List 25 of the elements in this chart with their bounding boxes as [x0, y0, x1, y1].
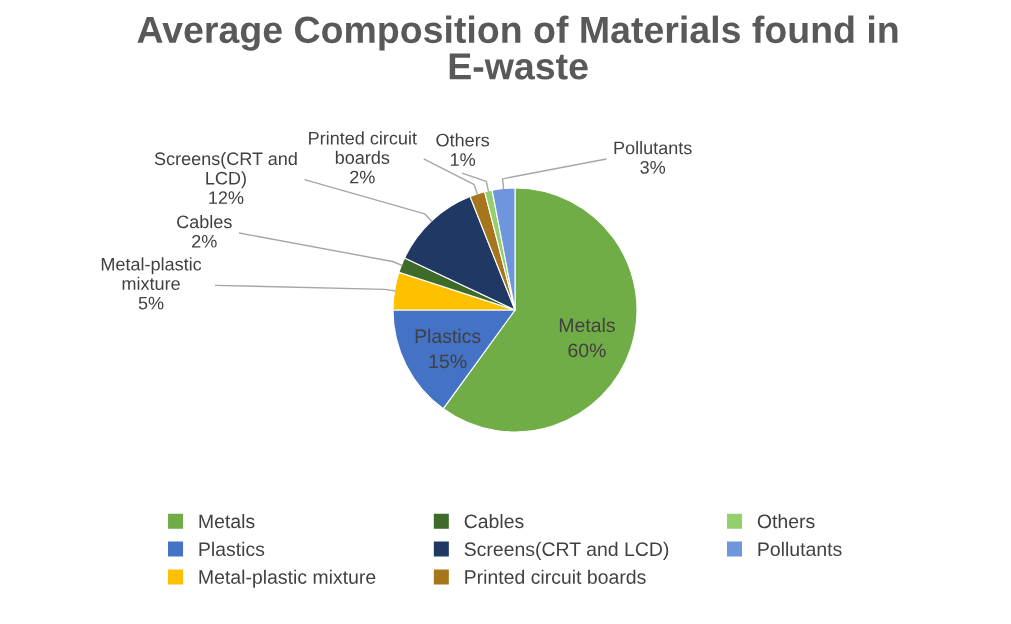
data-label: 2%: [350, 170, 375, 184]
slice-label: Screens(CRT and LCD): [154, 151, 297, 189]
legend-label: Plastics: [199, 541, 265, 557]
data-label: 2%: [192, 234, 217, 248]
legend-label: Metals: [199, 513, 255, 529]
slice-label: Metals: [559, 317, 615, 333]
data-label: 1%: [450, 153, 476, 166]
slice-label: Cables: [177, 214, 232, 229]
legend-label: Printed circuit boards: [465, 569, 646, 584]
slice-label: Others: [436, 133, 490, 147]
data-label: 15%: [429, 354, 467, 369]
chart-title: Average Composition of Materials found in E-waste: [137, 15, 898, 80]
slice-label: Printed circuit boards: [309, 131, 417, 165]
data-label: 3%: [640, 160, 666, 174]
legend-label: Pollutants: [758, 541, 842, 557]
legend-label: Screens(CRT and LCD): [464, 541, 669, 560]
data-label: 60%: [568, 343, 606, 358]
legend-label: Metal-plastic mixture: [199, 569, 376, 588]
slice-label: Pollutants: [614, 141, 692, 155]
slice-label: Plastics: [415, 328, 481, 344]
slice-label: Metal-plastic mixture: [101, 257, 202, 291]
legend-label: Cables: [464, 513, 524, 529]
data-label: 12%: [209, 191, 244, 204]
data-label: 5%: [138, 296, 164, 310]
legend-label: Others: [757, 513, 815, 529]
